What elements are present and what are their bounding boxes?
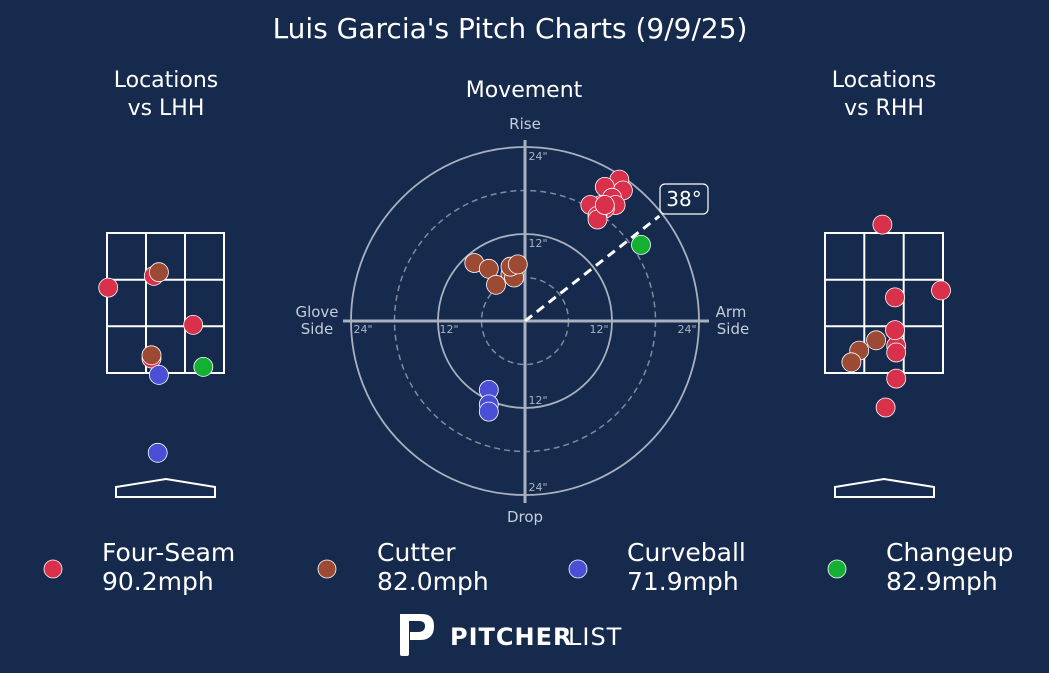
rhh-title-line1: Locations [832, 68, 937, 93]
pitcherlist-logo-icon [400, 614, 434, 656]
ring-label-right-24: 24" [677, 323, 696, 336]
movement-points [464, 169, 651, 422]
ring-label-left-24: 24" [353, 323, 372, 336]
legend-speed-cutter: 82.0mph [377, 567, 489, 596]
lhh-point-curveball [147, 442, 168, 463]
movement-point-cutter [507, 254, 528, 275]
lhh-point-cutter [141, 345, 162, 366]
ring-label-top-12: 12" [528, 237, 547, 250]
rhh-point-four-seam [886, 342, 907, 363]
legend-name-curveball: Curveball [627, 538, 746, 567]
movement-arm-label-1: Arm [716, 303, 747, 321]
lhh-point-four-seam [98, 277, 119, 298]
rhh-point-cutter [866, 330, 886, 351]
chart-title: Luis Garcia's Pitch Charts (9/9/25) [273, 12, 748, 45]
legend: Four-Seam 90.2mph Cutter 82.0mph Curveba… [43, 538, 1013, 596]
legend-name-changeup: Changeup [886, 538, 1013, 567]
movement-glove-label-2: Side [301, 320, 333, 338]
rhh-point-cutter [841, 352, 862, 373]
rhh-point-four-seam [872, 214, 893, 235]
rhh-home-plate [834, 477, 935, 498]
arm-angle-label: 38° [666, 187, 701, 211]
rhh-point-four-seam [875, 397, 896, 418]
legend-speed-four-seam: 90.2mph [102, 567, 214, 596]
legend-speed-curveball: 71.9mph [627, 567, 739, 596]
movement-glove-label-1: Glove [295, 303, 338, 321]
lhh-point-four-seam [183, 314, 204, 335]
rhh-point-four-seam [885, 287, 905, 308]
movement-point-changeup [631, 234, 651, 255]
legend-dot-cutter [317, 559, 337, 579]
rhh-title-line2: vs RHH [844, 96, 924, 121]
movement-point-cutter [486, 274, 506, 295]
ring-label-bottom-12: 12" [528, 394, 547, 407]
lhh-title-line2: vs LHH [128, 96, 205, 121]
movement-point-curveball [478, 401, 499, 422]
lhh-point-changeup [193, 356, 214, 377]
lhh-home-plate [115, 477, 216, 498]
ring-label-right-12: 12" [589, 323, 608, 336]
lhh-point-curveball [148, 364, 169, 385]
rhh-point-four-seam [931, 280, 951, 301]
legend-dot-curveball [568, 559, 588, 579]
movement-point-four-seam [594, 195, 615, 215]
ring-label-bottom-24: 24" [528, 481, 547, 494]
lhh-title-line1: Locations [114, 68, 219, 93]
rhh-location-points [841, 214, 951, 418]
pitcherlist-logo: PITCHER LIST [400, 614, 622, 656]
ring-label-left-12: 12" [439, 323, 458, 336]
rhh-point-four-seam [886, 368, 907, 389]
ring-label-top-24: 24" [528, 150, 547, 163]
legend-name-four-seam: Four-Seam [102, 538, 235, 567]
legend-name-cutter: Cutter [377, 538, 456, 567]
arm-angle-line [524, 214, 661, 323]
movement-drop-label: Drop [507, 508, 543, 526]
rhh-point-four-seam [885, 320, 905, 341]
lhh-location-points [98, 262, 214, 463]
lhh-point-cutter [148, 262, 169, 283]
legend-dot-changeup [827, 559, 847, 579]
logo-text-light: LIST [568, 623, 622, 651]
legend-dot-four-seam [43, 559, 63, 579]
movement-arm-label-2: Side [717, 320, 749, 338]
movement-rise-label: Rise [509, 115, 541, 133]
arm-angle-badge: 38° [659, 183, 709, 215]
movement-title: Movement [466, 78, 583, 103]
logo-text-bold: PITCHER [450, 623, 572, 651]
legend-speed-changeup: 82.9mph [886, 567, 998, 596]
